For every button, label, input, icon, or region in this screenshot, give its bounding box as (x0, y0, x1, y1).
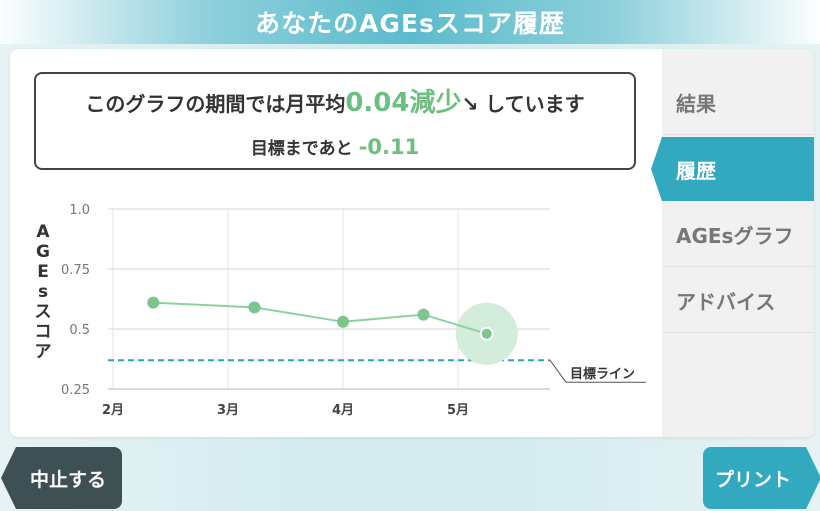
stop-button-label: 中止する (30, 468, 107, 491)
summary-suffix: しています (485, 92, 585, 116)
data-point (479, 326, 494, 341)
y-tick-label: 1.0 (69, 203, 90, 218)
y-axis-label-char: ス (35, 302, 52, 322)
x-tick-label: 4月 (332, 403, 354, 418)
x-tick-label: 2月 (102, 403, 124, 418)
menu-item-advice[interactable]: アドバイス (662, 269, 814, 333)
y-axis-label-char: A (36, 222, 50, 242)
data-point (417, 308, 430, 321)
menu-item-ages-graph[interactable]: AGEsグラフ (662, 203, 814, 267)
score-history-chart: 1.0 0.75 0.5 0.25 2月 3月 4月 5月 目標ライン AGEsスコア (35, 203, 646, 418)
data-point (147, 296, 160, 309)
goal-value: -0.11 (358, 135, 420, 159)
menu-item-results[interactable]: 結果 (662, 71, 814, 135)
menu-label-results: 結果 (676, 92, 716, 116)
y-tick-label: 0.25 (61, 383, 90, 398)
title-bar: あなたのAGEsスコア履歴 (0, 0, 820, 44)
y-tick-label: 0.5 (69, 323, 90, 338)
x-tick-label: 3月 (217, 403, 239, 418)
stop-button[interactable]: 中止する (1, 447, 122, 509)
menu-item-history[interactable]: 履歴 (651, 137, 814, 201)
print-button-label: プリント (715, 468, 792, 491)
trend-down-arrow-icon: ↘ (461, 92, 479, 116)
print-button[interactable]: プリント (703, 447, 820, 509)
data-point (248, 301, 261, 314)
y-axis-label-char: s (38, 282, 48, 302)
y-axis-label-char: E (37, 262, 49, 282)
summary-trend: このグラフの期間では月平均0.04減少↘ しています (36, 82, 634, 119)
summary-prefix: このグラフの期間では月平均 (85, 92, 346, 116)
summary-goal: 目標まであと -0.11 (36, 134, 634, 159)
menu-label-ages-graph: AGEsグラフ (676, 224, 794, 248)
y-axis-label-char: G (36, 242, 50, 262)
goal-prefix: 目標まであと (250, 139, 353, 159)
target-line-label: 目標ライン (570, 366, 635, 382)
page-title: あなたのAGEsスコア履歴 (255, 9, 565, 38)
content-card: このグラフの期間では月平均0.04減少↘ しています 目標まであと -0.11 1… (10, 49, 814, 437)
menu-label-advice: アドバイス (676, 290, 776, 314)
y-tick-label: 0.75 (61, 263, 90, 278)
data-point (337, 315, 349, 328)
menu-label-history: 履歴 (676, 158, 716, 183)
summary-value: 0.04減少 (345, 88, 462, 118)
y-axis-label-char: コ (35, 322, 52, 342)
x-tick-label: 5月 (447, 403, 469, 418)
side-menu: 結果 履歴 AGEsグラフ アドバイス (651, 49, 814, 437)
target-line-callout (549, 359, 646, 383)
y-axis-label-char: ア (35, 342, 52, 362)
summary-box: このグラフの期間では月平均0.04減少↘ しています 目標まであと -0.11 (34, 72, 636, 170)
